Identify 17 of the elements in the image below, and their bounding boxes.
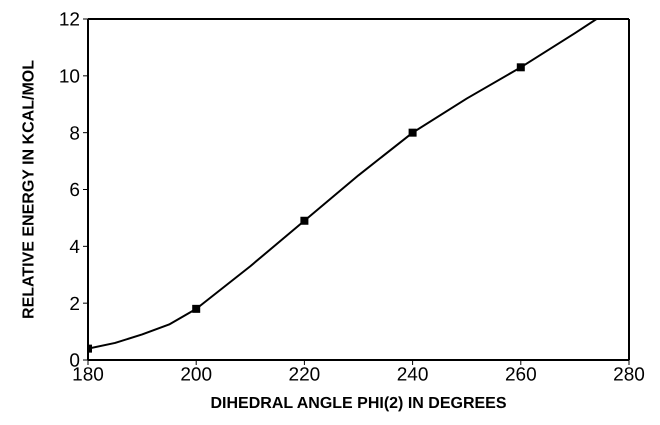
y-tick-label: 12 <box>58 10 80 31</box>
x-tick-label: 260 <box>504 364 537 386</box>
y-axis-title: RELATIVE ENERGY IN KCAL/MOL <box>20 60 38 319</box>
x-tick-label: 240 <box>396 364 428 386</box>
x-tick-label: 200 <box>180 364 212 386</box>
point <box>300 216 308 225</box>
y-tick-label: 4 <box>69 237 80 258</box>
point <box>408 128 417 137</box>
x-tick-label: 220 <box>288 364 320 386</box>
x-tick-label: 280 <box>613 364 645 386</box>
y-tick-label: 8 <box>69 123 80 144</box>
y-tick-label: 10 <box>58 66 80 88</box>
x-axis-title: DIHEDRAL ANGLE PHI(2) IN DEGREES <box>210 395 507 412</box>
y-tick-label: 6 <box>69 180 80 202</box>
point <box>516 63 525 72</box>
y-tick-label: 2 <box>69 294 80 315</box>
point <box>192 304 200 313</box>
